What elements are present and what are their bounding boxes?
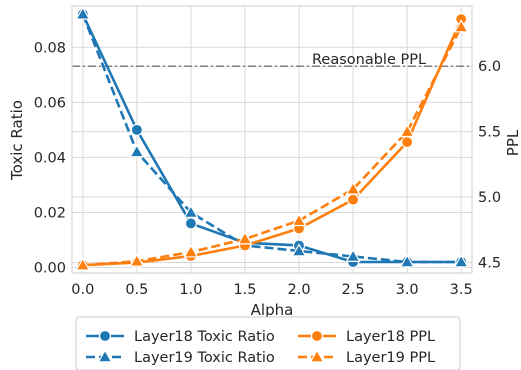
data-point xyxy=(453,19,469,33)
data-point xyxy=(345,181,361,195)
x-tick-label: 0.0 xyxy=(71,282,94,298)
y-right-tick-label: 5.0 xyxy=(478,190,501,206)
data-point xyxy=(453,254,469,268)
series-layer xyxy=(75,6,469,272)
y-right-tick-label: 4.5 xyxy=(478,256,501,272)
legend-box xyxy=(75,316,461,370)
y-axis-left-title: Toxic Ratio xyxy=(8,100,26,181)
data-point xyxy=(129,144,145,158)
y-left-tick-label: 0.04 xyxy=(34,150,66,166)
tick-layer: 0.0 0.5 1.0 1.5 2.0 2.5 3.0 3.5 0.00 0.02 0.04 0.06… xyxy=(34,40,501,298)
legend-item: Layer18 PPL xyxy=(298,329,435,345)
data-point xyxy=(183,204,199,218)
legend-label: Layer18 Toxic Ratio xyxy=(134,329,275,345)
data-point xyxy=(184,217,198,230)
data-point xyxy=(310,329,324,343)
x-tick-label: 2.5 xyxy=(342,282,365,298)
data-point xyxy=(75,257,91,271)
data-point xyxy=(129,253,145,267)
series-line xyxy=(82,18,463,267)
legend-item: Layer18 Toxic Ratio xyxy=(86,329,275,345)
data-point xyxy=(75,6,91,20)
legend-label: Layer18 PPL xyxy=(346,329,435,345)
y-left-tick-label: 0.00 xyxy=(34,260,66,276)
series-layer19-ppl xyxy=(75,19,469,271)
y-left-tick-label: 0.02 xyxy=(34,205,66,221)
data-point xyxy=(345,248,361,262)
data-point xyxy=(399,123,415,138)
data-point xyxy=(183,244,199,258)
legend-item: Layer19 Toxic Ratio xyxy=(86,349,275,366)
legend-item: Layer19 PPL xyxy=(298,349,435,366)
data-point xyxy=(98,329,112,343)
y-left-tick-label: 0.08 xyxy=(34,40,66,56)
y-left-tick-label: 0.06 xyxy=(34,95,66,111)
x-tick-label: 0.5 xyxy=(125,282,148,298)
data-point xyxy=(130,123,143,136)
data-point xyxy=(237,231,253,245)
legend-label: Layer19 PPL xyxy=(346,350,435,366)
legend-label: Layer19 Toxic Ratio xyxy=(134,350,275,366)
legend-items: Layer18 Toxic Ratio Layer19 Toxic Ratio La… xyxy=(86,329,435,366)
x-tick-label: 1.5 xyxy=(233,282,256,298)
y-right-tick-label: 6.0 xyxy=(478,59,501,75)
x-tick-label: 3.0 xyxy=(396,282,419,298)
data-point xyxy=(401,136,414,149)
y-right-tick-label: 5.5 xyxy=(478,125,501,141)
data-point xyxy=(97,349,113,363)
legend: Layer18 Toxic Ratio Layer19 Toxic Ratio La… xyxy=(75,316,461,370)
y-axis-right-title: PPL xyxy=(504,129,521,156)
x-tick-label: 3.5 xyxy=(450,282,473,298)
data-point xyxy=(291,243,307,257)
x-tick-label: 1.0 xyxy=(179,282,202,298)
data-point xyxy=(346,193,360,206)
x-tick-label: 2.0 xyxy=(287,282,310,298)
data-point xyxy=(309,349,325,363)
ref-line-label: Reasonable PPL xyxy=(312,52,426,68)
series-line xyxy=(81,13,462,264)
x-axis-title: Alpha xyxy=(251,301,294,319)
plot-frame xyxy=(71,5,473,274)
data-point xyxy=(399,254,415,268)
data-point xyxy=(291,212,307,227)
